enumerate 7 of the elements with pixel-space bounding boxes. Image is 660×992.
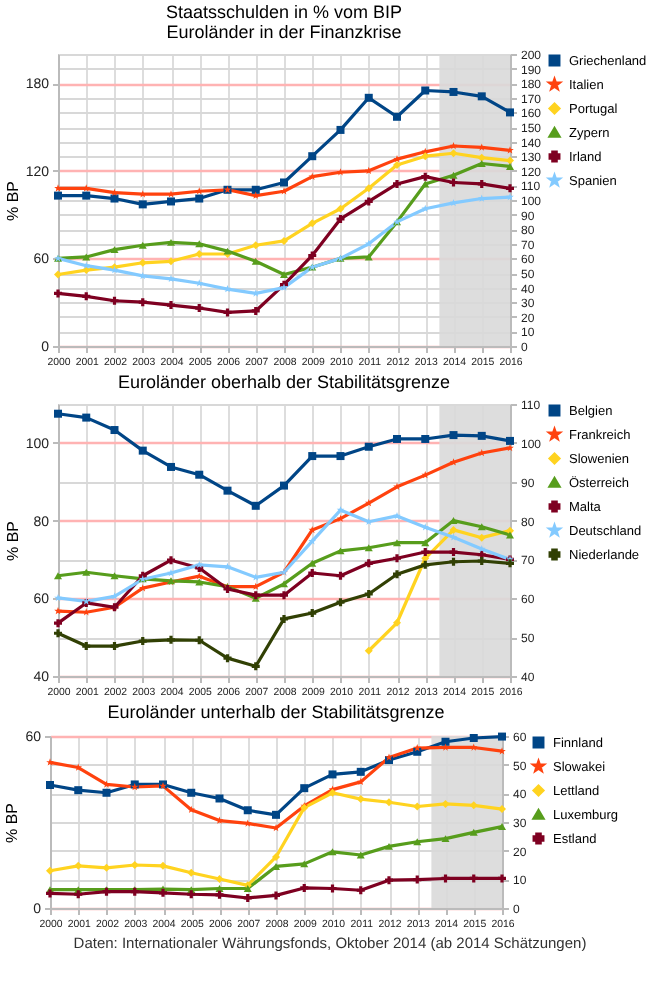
y-axis-title: % BP xyxy=(3,180,22,222)
y-axis-title: % BP xyxy=(3,802,22,844)
y-axis-title: % BP xyxy=(3,520,22,562)
chart-title: Euroländer oberhalb der Stabilitätsgrenze xyxy=(117,372,451,392)
chart-title: Euroländer unterhalb der Stabilitätsgrenze xyxy=(107,702,445,722)
chart-subtitle: Euroländer in der Finanzkrise xyxy=(166,22,402,42)
chart-title: Staatsschulden in % vom BIP xyxy=(165,2,403,22)
